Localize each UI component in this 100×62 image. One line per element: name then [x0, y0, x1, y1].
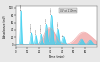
Text: C14C14: C14C14	[57, 21, 58, 28]
Text: C14-mono: C14-mono	[41, 24, 42, 33]
Text: tri: tri	[63, 34, 64, 36]
Text: C12C14: C12C14	[51, 7, 52, 14]
Text: solvent: solvent	[20, 3, 22, 10]
Text: UV at 210nm: UV at 210nm	[60, 9, 76, 13]
X-axis label: Time (min): Time (min)	[48, 54, 64, 59]
Text: C14-di: C14-di	[46, 17, 47, 23]
Text: C12-mono: C12-mono	[31, 22, 32, 32]
Y-axis label: Absorbance (mV): Absorbance (mV)	[4, 15, 8, 38]
